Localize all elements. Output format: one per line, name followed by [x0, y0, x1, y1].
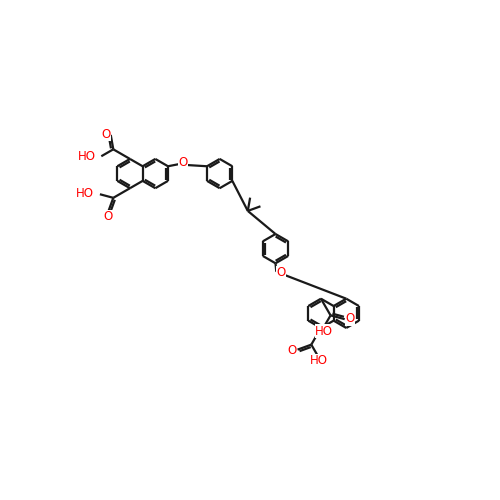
Text: HO: HO	[315, 324, 333, 338]
Text: O: O	[288, 344, 297, 356]
Text: HO: HO	[78, 150, 96, 163]
Text: O: O	[276, 266, 286, 279]
Text: O: O	[101, 128, 110, 140]
Text: O: O	[103, 210, 112, 224]
Text: O: O	[346, 312, 354, 326]
Text: HO: HO	[310, 354, 328, 367]
Text: O: O	[178, 156, 188, 170]
Text: HO: HO	[76, 187, 94, 200]
